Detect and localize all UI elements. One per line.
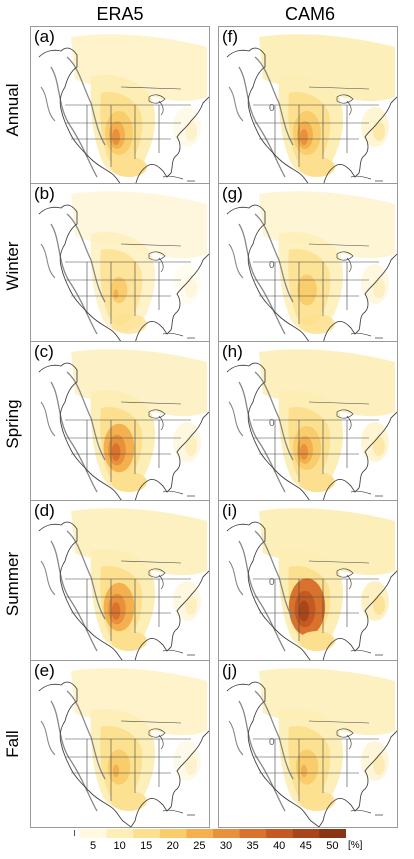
map-panel-annual-era5: (a) xyxy=(30,26,210,194)
map-panel-spring-cam6: (h) 0 xyxy=(218,341,398,509)
colorbar-tick-label: 50 xyxy=(326,840,339,852)
map-panel-fall-cam6: (j) 0 xyxy=(218,660,398,828)
colorbar-tick-label: 20 xyxy=(166,840,179,852)
frequency-map xyxy=(226,668,397,827)
map-panel-fall-era5: (e) xyxy=(30,660,210,828)
panel-label: (j) xyxy=(222,661,238,680)
panel-label: (h) xyxy=(222,342,243,361)
colorbar-segment xyxy=(186,829,214,838)
colorbar-segment xyxy=(133,829,161,838)
panel-label: (g) xyxy=(222,184,243,203)
map-panel-winter-era5: (b) xyxy=(30,183,210,351)
colorbar-segment xyxy=(80,829,108,838)
colorbar-unit: [%] xyxy=(348,840,363,851)
frequency-map xyxy=(226,34,397,193)
panel-label: (a) xyxy=(34,27,55,46)
frequency-map xyxy=(226,349,397,508)
map-panel-summer-era5: (d) xyxy=(30,500,210,668)
colorbar-tick-label: 5 xyxy=(89,840,97,852)
frequency-map xyxy=(38,508,209,667)
row-label-annual: Annual xyxy=(3,83,22,137)
colorbar-tick-label: 25 xyxy=(193,840,206,852)
frequency-map xyxy=(226,508,397,667)
colorbar-segment xyxy=(266,829,294,838)
frequency-map xyxy=(38,34,209,193)
colorbar-tick-label: 10 xyxy=(113,840,126,852)
panel-label: (c) xyxy=(34,342,54,361)
colorbar-segment xyxy=(292,829,320,838)
contour-label: 0 xyxy=(269,418,275,429)
colorbar-segment xyxy=(239,829,267,838)
colorbar-stub xyxy=(74,830,75,836)
panel-label: (d) xyxy=(34,501,55,520)
colorbar-tick-label: 45 xyxy=(299,840,312,852)
contour-label: 0 xyxy=(269,577,275,588)
panel-label: (e) xyxy=(34,661,55,680)
column-title-cam6: CAM6 xyxy=(284,4,335,24)
frequency-map xyxy=(226,191,397,350)
frequency-map xyxy=(38,191,209,350)
panel-label: (f) xyxy=(222,27,239,46)
panel-label: (i) xyxy=(222,501,238,520)
map-panel-annual-cam6: (f) 0 xyxy=(218,26,398,194)
colorbar-segment xyxy=(319,829,346,838)
row-label-spring: Spring xyxy=(3,399,22,449)
map-panel-spring-era5: (c) xyxy=(30,341,210,509)
row-label-fall: Fall xyxy=(3,730,22,758)
contour-label: 0 xyxy=(269,260,275,271)
map-panel-winter-cam6: (g) 0 xyxy=(218,183,398,351)
row-label-summer: Summer xyxy=(3,551,22,617)
contour-label: 0 xyxy=(269,103,275,114)
contour-label: 0 xyxy=(269,737,275,748)
column-title-era5: ERA5 xyxy=(96,4,144,24)
colorbar-tick-label: 15 xyxy=(140,840,153,852)
frequency-map xyxy=(38,668,209,827)
map-panel-summer-cam6: (i) 0 xyxy=(218,500,398,668)
colorbar-tick-label: 40 xyxy=(273,840,286,852)
frequency-map xyxy=(38,349,209,508)
colorbar-tick-label: 35 xyxy=(246,840,259,852)
row-label-winter: Winter xyxy=(3,241,22,291)
panel-label: (b) xyxy=(34,184,55,203)
colorbar-segment xyxy=(159,829,187,838)
colorbar-tick-label: 30 xyxy=(219,840,233,852)
colorbar xyxy=(80,829,346,838)
colorbar-segment xyxy=(213,829,241,838)
colorbar-segment xyxy=(106,829,134,838)
